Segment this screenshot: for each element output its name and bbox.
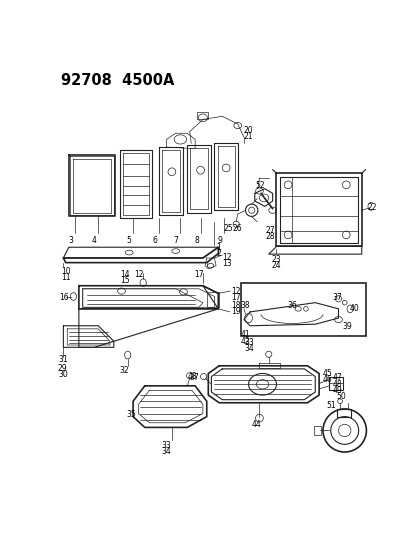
Text: 46: 46: [322, 375, 332, 384]
Bar: [328, 377, 342, 391]
Bar: [197, 112, 208, 119]
Text: 92708  4500A: 92708 4500A: [61, 73, 174, 88]
Text: 29: 29: [58, 364, 67, 373]
Text: 10: 10: [61, 267, 71, 276]
Text: 47: 47: [332, 374, 341, 383]
Text: 15: 15: [120, 277, 130, 286]
Text: 24: 24: [271, 261, 280, 270]
Text: 17: 17: [194, 270, 203, 279]
Text: 31: 31: [58, 355, 67, 364]
Text: 45: 45: [322, 369, 332, 378]
Text: 1: 1: [216, 243, 220, 252]
Text: 49: 49: [332, 386, 341, 395]
Text: 21: 21: [243, 132, 253, 141]
Text: 9: 9: [217, 237, 222, 245]
Text: 5: 5: [126, 237, 131, 245]
Text: 12: 12: [222, 253, 231, 262]
Text: 48: 48: [332, 379, 341, 389]
Text: 11: 11: [61, 273, 70, 282]
Text: 44: 44: [251, 419, 261, 429]
Text: 4: 4: [92, 237, 97, 245]
Text: 28: 28: [265, 232, 275, 241]
Bar: [313, 426, 320, 435]
Text: 41: 41: [240, 330, 250, 340]
Text: 34: 34: [243, 344, 253, 353]
Text: 34: 34: [161, 447, 171, 456]
Text: 37: 37: [189, 374, 199, 383]
Text: 16: 16: [59, 294, 69, 302]
Text: 38: 38: [240, 301, 250, 310]
Text: 51: 51: [325, 401, 335, 410]
Text: 42: 42: [240, 336, 250, 345]
Text: 26: 26: [233, 224, 242, 233]
Bar: [240, 284, 366, 336]
Text: 25: 25: [223, 224, 233, 233]
Text: 36: 36: [287, 301, 296, 310]
Text: 2: 2: [216, 249, 220, 258]
Text: 43: 43: [187, 372, 197, 381]
Text: 20: 20: [243, 126, 253, 134]
Text: 32: 32: [119, 366, 128, 375]
Text: 33: 33: [161, 441, 171, 450]
Text: 19: 19: [231, 308, 241, 316]
Text: 30: 30: [58, 370, 68, 379]
Text: 35: 35: [126, 410, 135, 419]
Text: 3: 3: [68, 237, 73, 245]
Text: 6: 6: [152, 237, 157, 245]
Text: 12: 12: [133, 270, 143, 279]
Text: 14: 14: [120, 270, 130, 279]
Text: 27: 27: [265, 225, 275, 235]
Text: 39: 39: [342, 322, 351, 331]
Text: 18: 18: [231, 301, 240, 310]
Text: 33: 33: [243, 338, 253, 347]
Bar: [206, 292, 218, 308]
Text: 50: 50: [335, 392, 345, 401]
Text: 22: 22: [367, 203, 377, 212]
Text: 7: 7: [173, 237, 178, 245]
Text: 40: 40: [349, 304, 359, 313]
Text: 37: 37: [331, 294, 341, 302]
Text: 8: 8: [194, 237, 199, 245]
Text: 52: 52: [255, 181, 265, 190]
Text: 12: 12: [231, 287, 240, 296]
Text: 13: 13: [222, 259, 231, 268]
Text: 23: 23: [271, 255, 280, 264]
Bar: [336, 409, 350, 417]
Text: 17: 17: [231, 294, 241, 302]
